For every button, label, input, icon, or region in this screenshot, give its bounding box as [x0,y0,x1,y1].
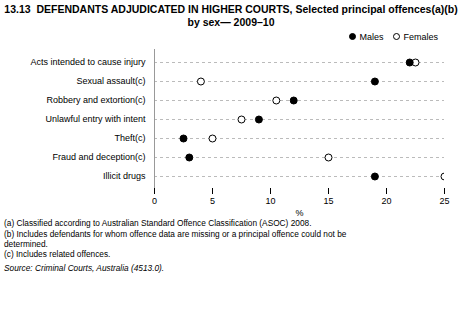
svg-text:%: % [295,208,303,218]
html-text:(b) Includes defendants for wh: (b) Includes defendants for whom offence… [4,228,347,239]
svg-text:Illicit drugs: Illicit drugs [103,172,146,182]
html-text:(a) Classified according to Au: (a) Classified according to Australian S… [4,218,312,229]
svg-text:0: 0 [152,196,157,206]
svg-text:Unlawful entry with intent: Unlawful entry with intent [45,115,146,125]
html-text:Males: Males [359,31,384,42]
svg-text:Acts intended to cause injury: Acts intended to cause injury [30,58,146,68]
svg-text:Fraud and deception(c): Fraud and deception(c) [52,153,145,163]
svg-text:20: 20 [381,196,391,206]
svg-text:10: 10 [265,196,275,206]
svg-text:Sexual assault(c): Sexual assault(c) [76,77,145,87]
html-text:13.13 DEFENDANTS ADJUDICATED I: 13.13 DEFENDANTS ADJUDICATED IN HIGHER C… [4,3,461,28]
svg-text:Theft(c): Theft(c) [114,134,145,144]
html-text:determined.: determined. [4,238,48,249]
svg-text:15: 15 [323,196,333,206]
html-text:Source: Criminal Courts, Austr: Source: Criminal Courts, Australia (4513… [4,262,165,273]
svg-text:25: 25 [439,196,449,206]
svg-text:5: 5 [210,196,215,206]
svg-text:Robbery and extortion(c): Robbery and extortion(c) [46,96,145,106]
html-text:(c) Includes related offences.: (c) Includes related offences. [4,249,111,260]
html-text:Females: Females [403,31,438,42]
